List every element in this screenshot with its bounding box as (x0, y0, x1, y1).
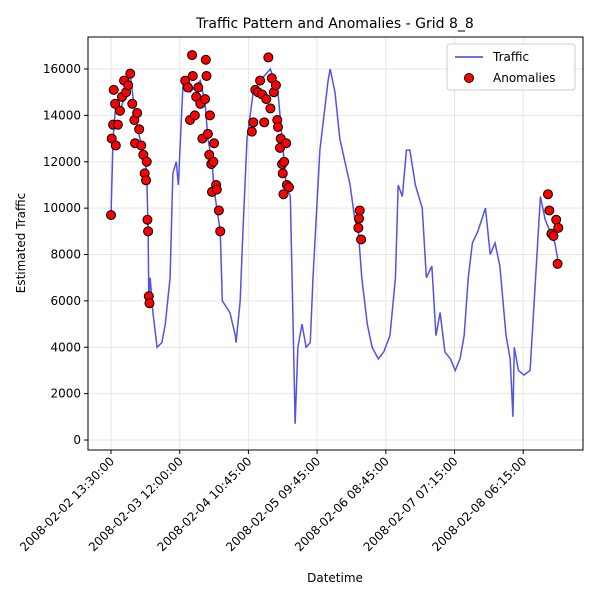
anomaly-point (278, 189, 289, 200)
y-tick-label: 14000 (43, 108, 81, 122)
anomaly-point (270, 80, 281, 91)
anomaly-point (283, 182, 294, 193)
anomaly-point (187, 50, 198, 61)
anomaly-point (110, 98, 121, 109)
y-tick-label: 8000 (50, 248, 81, 262)
anomaly-point (353, 222, 364, 233)
anomaly-point (201, 70, 212, 81)
anomaly-point (553, 222, 564, 233)
anomaly-point (259, 117, 270, 128)
anomaly-point (246, 126, 257, 137)
y-tick-label: 2000 (50, 387, 81, 401)
anomaly-point (106, 210, 117, 221)
anomaly-point (542, 189, 553, 200)
plot-frame (87, 36, 584, 451)
y-tick-label: 4000 (50, 340, 81, 354)
anomaly-point (209, 138, 220, 149)
anomaly-point (356, 234, 367, 245)
anomaly-point (189, 110, 200, 121)
anomaly-point (277, 168, 288, 179)
anomaly-point (263, 52, 274, 63)
legend-box (446, 43, 576, 91)
anomaly-point (136, 140, 147, 151)
anomaly-point (265, 103, 276, 114)
anomaly-point (144, 298, 155, 309)
anomaly-point (213, 205, 224, 216)
anomaly-point (141, 175, 152, 186)
anomaly-point (281, 138, 292, 149)
anomaly-point (187, 70, 198, 81)
anomaly-point (141, 156, 152, 167)
anomaly-point (544, 205, 555, 216)
anomaly-point (261, 94, 272, 105)
y-tick-label: 0 (73, 433, 81, 447)
anomaly-point (354, 213, 365, 224)
anomaly-point (202, 128, 213, 139)
anomaly-point (127, 98, 138, 109)
y-tick-label: 16000 (43, 62, 81, 76)
anomaly-point (114, 105, 125, 116)
anomaly-point (112, 119, 123, 130)
anomaly-point (551, 214, 562, 225)
y-tick-label: 12000 (43, 155, 81, 169)
y-tick-label: 6000 (50, 294, 81, 308)
anomaly-point (193, 82, 204, 93)
legend-label: Anomalies (493, 71, 556, 85)
anomaly-point (548, 230, 559, 241)
anomaly-point (182, 82, 193, 93)
anomaly-point (215, 226, 226, 237)
anomaly-point (200, 54, 211, 65)
anomaly-point (354, 205, 365, 216)
anomaly-point (204, 110, 215, 121)
anomaly-point (123, 80, 134, 91)
anomaly-point (143, 226, 154, 237)
grid (88, 37, 583, 450)
chart-title: Traffic Pattern and Anomalies - Grid 8_8 (195, 16, 474, 32)
anomaly-point (211, 184, 222, 195)
y-axis-label: Estimated Traffic (14, 193, 28, 294)
anomaly-point (200, 94, 211, 105)
anomaly-point (552, 258, 563, 269)
anomaly-point (108, 84, 119, 95)
anomaly-point (110, 140, 121, 151)
anomaly-point (132, 108, 143, 119)
anomaly-point (279, 156, 290, 167)
x-axis-label: Datetime (307, 571, 363, 585)
legend-label: Traffic (492, 50, 529, 64)
legend-marker (464, 73, 474, 83)
anomaly-point (272, 121, 283, 132)
anomaly-point (248, 117, 259, 128)
y-tick-label: 10000 (43, 201, 81, 215)
anomaly-point (208, 156, 219, 167)
anomaly-point (142, 214, 153, 225)
anomaly-point (134, 124, 145, 135)
anomaly-point (255, 75, 266, 86)
anomaly-point (125, 68, 136, 79)
traffic-line (110, 67, 560, 424)
